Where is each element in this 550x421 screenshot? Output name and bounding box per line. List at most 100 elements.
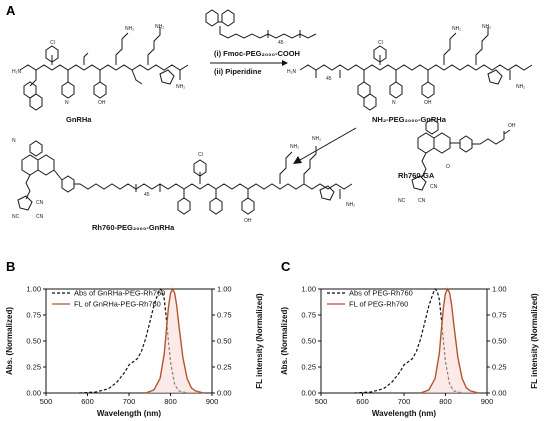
chart-series bbox=[79, 287, 204, 394]
x-axis-label: Wavelength (nm) bbox=[372, 409, 436, 418]
x-tick-label: 700 bbox=[398, 397, 411, 406]
fmoc-peg-reagent: 45 bbox=[205, 9, 317, 46]
x-tick-label: 600 bbox=[81, 397, 94, 406]
y-right-tick-label: 0.25 bbox=[492, 363, 507, 372]
atom-label: NC bbox=[12, 214, 20, 220]
y-right-tick-label: 0.75 bbox=[492, 311, 507, 320]
x-axis-label: Wavelength (nm) bbox=[97, 409, 161, 418]
peg-repeat-label: 45 bbox=[278, 40, 284, 46]
y-left-tick-label: 0.50 bbox=[301, 337, 316, 346]
atom-label: OH bbox=[424, 100, 432, 106]
legend-entry-label: FL of PEG-Rh760 bbox=[349, 300, 408, 309]
peg-repeat-label: 45 bbox=[326, 76, 332, 82]
peg-repeat-label: 45 bbox=[144, 192, 150, 198]
atom-label: N bbox=[65, 100, 69, 106]
atom-label: N bbox=[12, 138, 16, 144]
y-left-tick-label: 0.00 bbox=[26, 389, 41, 398]
y-left-tick-label: 0.75 bbox=[301, 311, 316, 320]
y-right-tick-label: 0.75 bbox=[217, 311, 232, 320]
atom-label: OH bbox=[98, 100, 106, 106]
y-left-tick-label: 1.00 bbox=[26, 285, 41, 294]
x-tick-label: 800 bbox=[164, 397, 177, 406]
atom-label: CN bbox=[418, 198, 426, 204]
y-left-axis-label: Abs. (Normalized) bbox=[280, 307, 289, 375]
panel-label-a: A bbox=[6, 3, 16, 18]
y-right-tick-label: 0.50 bbox=[217, 337, 232, 346]
y-left-tick-label: 0.50 bbox=[26, 337, 41, 346]
chart-legend: Abs of GnRHa-PEG-Rh760 FL of GnRHa-PEG-Rh… bbox=[52, 289, 165, 309]
atom-label: H₂N bbox=[12, 69, 22, 75]
y-right-tick-label: 0.50 bbox=[492, 337, 507, 346]
compound-label-nh2-peg-gnrha: NH₂-PEG₂₀₀₀-GnRHa bbox=[372, 115, 447, 124]
compound-label-rh760-peg-gnrha: Rh760-PEG₂₀₀₀-GnRHa bbox=[92, 223, 175, 232]
atom-label: NH₂ bbox=[312, 136, 321, 142]
step-label-2: (ii) Piperidine bbox=[214, 67, 262, 76]
atom-label: OH bbox=[508, 123, 516, 129]
rh760-peg-gnrha-structure: 45 N Cl OH NH₂ NH₂ NH₂ NC CN CN bbox=[12, 136, 355, 224]
atom-label: OH bbox=[244, 218, 252, 224]
atom-label: CN bbox=[430, 184, 438, 190]
atom-label: NH₂ bbox=[516, 84, 525, 90]
y-left-tick-label: 0.00 bbox=[301, 389, 316, 398]
chart-legend: Abs of PEG-Rh760 FL of PEG-Rh760 bbox=[327, 289, 413, 309]
legend-entry-label: Abs of PEG-Rh760 bbox=[349, 289, 413, 298]
atom-label: Cl bbox=[378, 40, 383, 46]
y-right-tick-label: 1.00 bbox=[217, 285, 232, 294]
gnrha-structure: H₂N Cl OH N NH₂ NH₂ NH₂ bbox=[12, 24, 189, 111]
y-left-tick-label: 1.00 bbox=[301, 285, 316, 294]
atom-label: NH₂ bbox=[176, 84, 185, 90]
fl-shading bbox=[420, 289, 479, 393]
y-right-tick-label: 0.00 bbox=[217, 389, 232, 398]
legend-entry-label: Abs of GnRHa-PEG-Rh760 bbox=[74, 289, 165, 298]
x-tick-label: 500 bbox=[315, 397, 328, 406]
atom-label: NC bbox=[398, 198, 406, 204]
atom-label: NH₂ bbox=[452, 26, 461, 32]
compound-label-rh760-ga: Rh760-GA bbox=[398, 171, 435, 180]
rh760-ga-structure: O OH CN CN NC bbox=[398, 118, 516, 204]
x-tick-label: 500 bbox=[40, 397, 53, 406]
panel-label-b: B bbox=[6, 259, 15, 274]
chart-series bbox=[354, 287, 479, 394]
x-tick-label: 900 bbox=[481, 397, 494, 406]
panel-label-c: C bbox=[281, 259, 291, 274]
fl-series-line bbox=[420, 287, 479, 394]
reaction-arrow-2 bbox=[299, 127, 357, 161]
y-right-tick-label: 0.00 bbox=[492, 389, 507, 398]
compound-label-gnrha: GnRHa bbox=[66, 115, 92, 124]
y-right-axis-label: FL intensity (Normalized) bbox=[530, 293, 539, 389]
atom-label: N bbox=[392, 100, 396, 106]
y-right-tick-label: 0.25 bbox=[217, 363, 232, 372]
atom-label: NH₂ bbox=[482, 24, 491, 30]
atom-label: H₂N bbox=[287, 69, 297, 75]
x-tick-label: 600 bbox=[356, 397, 369, 406]
atom-label: O bbox=[446, 164, 450, 170]
x-tick-label: 700 bbox=[123, 397, 136, 406]
y-left-tick-label: 0.75 bbox=[26, 311, 41, 320]
x-tick-label: 800 bbox=[439, 397, 452, 406]
y-right-tick-label: 1.00 bbox=[492, 285, 507, 294]
atom-label: Cl bbox=[198, 152, 203, 158]
fl-shading bbox=[145, 289, 204, 393]
fl-series-line bbox=[145, 287, 204, 394]
synthesis-scheme: A H₂N Cl OH N NH₂ NH₂ NH₂ GnRHa 45 bbox=[6, 3, 533, 232]
y-left-axis-label: Abs. (Normalized) bbox=[5, 307, 14, 375]
atom-label: NH₂ bbox=[290, 144, 299, 150]
y-left-tick-label: 0.25 bbox=[301, 363, 316, 372]
atom-label: CN bbox=[36, 200, 44, 206]
atom-label: NH₂ bbox=[125, 26, 134, 32]
y-right-axis-label: FL intensity (Normalized) bbox=[255, 293, 264, 389]
x-tick-label: 900 bbox=[206, 397, 219, 406]
atom-label: CN bbox=[36, 214, 44, 220]
reaction-arrowhead-2 bbox=[293, 156, 302, 164]
y-left-tick-label: 0.25 bbox=[26, 363, 41, 372]
atom-label: NH₂ bbox=[155, 24, 164, 30]
atom-label: Cl bbox=[50, 40, 55, 46]
abs-series-line bbox=[79, 287, 188, 394]
atom-label: NH₂ bbox=[346, 202, 355, 208]
step-label-1: (i) Fmoc-PEG₂₀₀₀-COOH bbox=[214, 49, 300, 58]
nh2-peg-gnrha-structure: 45 H₂N Cl OH N NH₂ NH₂ NH₂ bbox=[287, 24, 533, 111]
